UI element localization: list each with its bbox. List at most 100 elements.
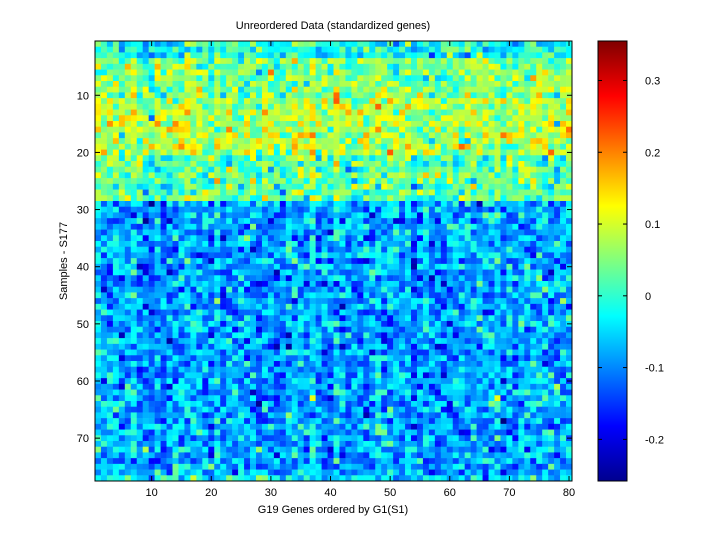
heatmap-cell [446,315,454,322]
heatmap-cell [106,286,114,293]
heatmap-cell [405,258,412,265]
heatmap-cell [446,75,454,82]
heatmap-cell [476,355,483,362]
heatmap-cell [518,212,525,219]
heatmap-cell [172,206,179,213]
heatmap-cell [226,349,233,356]
heatmap-cell [142,269,149,276]
heatmap-cell [160,172,167,179]
heatmap-cell [208,183,215,190]
heatmap-cell [178,275,185,282]
heatmap-cell [112,383,120,390]
heatmap-cell [393,166,400,173]
heatmap-cell [452,298,460,305]
heatmap-cell [405,269,412,276]
heatmap-cell [250,52,257,59]
heatmap-cell [184,121,191,128]
heatmap-cell [106,195,114,202]
heatmap-cell [208,338,215,345]
heatmap-cell [566,58,573,65]
heatmap-cell [554,309,561,316]
heatmap-cell [184,58,191,65]
heatmap-cell [95,46,102,53]
heatmap-cell [387,372,394,379]
heatmap-cell [250,172,257,179]
heatmap-cell [232,269,239,276]
heatmap-cell [196,103,203,110]
heatmap-cell [160,155,167,162]
heatmap-cell [434,121,442,128]
heatmap-cell [196,298,203,305]
heatmap-cell [387,143,394,150]
heatmap-cell [250,63,257,70]
heatmap-cell [434,355,442,362]
heatmap-cell [291,309,299,316]
heatmap-cell [309,86,316,93]
heatmap-cell [136,229,143,236]
heatmap-cell [166,292,173,299]
heatmap-cell [315,183,322,190]
heatmap-cell [190,241,197,248]
heatmap-cell [339,252,346,259]
heatmap-cell [339,218,346,225]
heatmap-cell [95,286,102,293]
heatmap-cell [112,86,120,93]
heatmap-cell [560,252,567,259]
heatmap-cell [297,121,304,128]
heatmap-cell [405,246,412,253]
heatmap-cell [422,189,430,196]
heatmap-cell [172,138,179,145]
heatmap-cell [542,338,549,345]
heatmap-cell [327,98,334,105]
heatmap-cell [202,275,209,282]
heatmap-cell [345,189,352,196]
heatmap-cell [387,281,394,288]
heatmap-cell [190,115,197,122]
heatmap-cell [470,155,477,162]
heatmap-cell [464,315,471,322]
heatmap-cell [142,298,149,305]
heatmap-cell [536,366,543,373]
heatmap-cell [160,69,167,76]
heatmap-cell [160,63,167,70]
heatmap-cell [464,41,471,48]
heatmap-cell [285,132,293,139]
heatmap-cell [500,378,507,385]
heatmap-cell [560,183,567,190]
heatmap-cell [482,103,489,110]
heatmap-cell [220,172,227,179]
heatmap-cell [196,46,203,53]
heatmap-cell [482,121,489,128]
heatmap-cell [470,326,477,333]
heatmap-cell [351,58,358,65]
heatmap-cell [148,349,155,356]
heatmap-cell [309,263,316,270]
heatmap-cell [291,332,299,339]
heatmap-cell [184,138,191,145]
heatmap-cell [518,98,525,105]
heatmap-cell [238,81,245,88]
heatmap-cell [333,166,340,173]
heatmap-cell [345,103,352,110]
heatmap-cell [416,321,424,328]
heatmap-cell [488,109,495,116]
heatmap-cell [422,109,430,116]
heatmap-cell [136,355,143,362]
heatmap-cell [393,315,400,322]
heatmap-cell [309,149,316,156]
heatmap-cell [142,172,149,179]
heatmap-cell [178,303,185,310]
heatmap-cell [303,378,310,385]
heatmap-cell [226,98,233,105]
heatmap-cell [494,41,501,48]
heatmap-cell [482,86,489,93]
heatmap-cell [232,201,239,208]
heatmap-cell [112,281,120,288]
heatmap-cell [196,395,203,402]
heatmap-cell [190,258,197,265]
heatmap-cell [232,52,239,59]
heatmap-cell [309,395,316,402]
heatmap-cell [393,241,400,248]
heatmap-cell [142,149,149,156]
heatmap-cell [202,229,209,236]
